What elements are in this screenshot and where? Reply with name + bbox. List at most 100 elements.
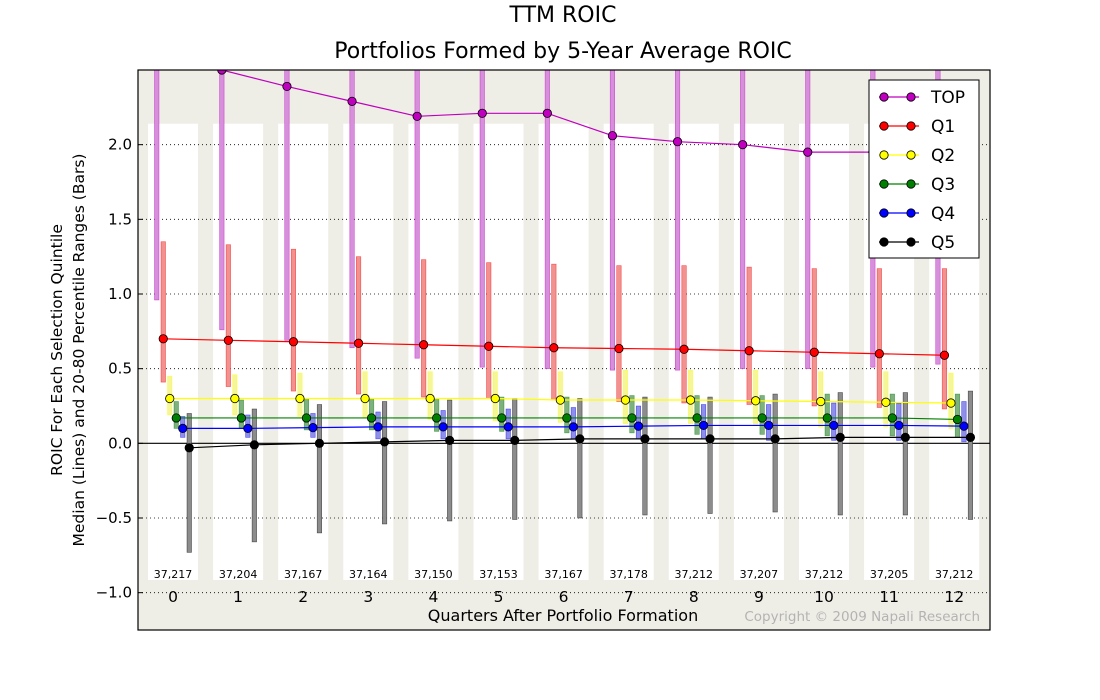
legend-marker-q5 [879,237,889,247]
median-point-q4 [438,422,448,432]
percentile-bar-q5 [577,398,583,519]
percentile-bar-q1 [160,241,166,383]
median-point-q3 [366,413,377,423]
median-point-q2 [360,393,370,404]
median-point-q3 [627,413,637,423]
median-point-q4 [308,423,318,433]
median-point-q3 [301,413,312,423]
percentile-bar-top [805,69,811,369]
median-point-top [477,108,487,118]
median-point-q1 [614,343,624,354]
median-point-q2 [230,393,240,404]
median-point-top [347,96,357,106]
y-tick-label: −0.5 [96,509,132,527]
count-label: 37,212 [805,568,844,581]
median-point-q1 [288,337,299,347]
percentile-bar-top [349,69,355,349]
median-point-q4 [373,422,383,432]
percentile-bar-top [674,69,681,371]
median-point-q1 [223,335,233,345]
plot-border [137,69,991,631]
median-point-top [282,81,292,92]
legend-label-q2: Q2 [931,146,955,166]
legend-marker-top [879,92,889,102]
median-point-q5 [575,434,585,444]
median-point-q3 [562,413,572,423]
median-points [158,70,976,453]
count-label: 37,167 [284,568,323,581]
median-point-q4 [243,423,253,433]
median-point-q2 [881,397,891,407]
median-point-q3 [952,414,963,425]
x-tick-label: 10 [814,588,834,606]
x-tick-label: 6 [559,588,569,606]
median-point-q2 [751,396,761,406]
median-point-q5 [314,438,325,448]
median-point-q5 [379,437,390,447]
median-point-q4 [568,422,578,432]
median-point-q3 [692,413,702,423]
legend-marker-q3 [879,179,889,189]
legend-label-q4: Q4 [931,204,955,224]
chart-subtitle: Portfolios Formed by 5-Year Average ROIC [334,39,792,64]
plot-frame [137,69,991,631]
median-point-top [607,131,618,141]
legend-marker-q5 [906,237,916,247]
percentile-bar-q1 [551,263,557,401]
count-label: 37,167 [544,568,583,581]
median-point-q3 [822,413,832,423]
median-point-q4 [959,421,969,431]
y-tick-label: 1.5 [108,210,132,228]
x-tick-label: 9 [754,588,764,606]
percentile-bar-q1 [486,262,492,399]
percentile-bar-top [609,69,616,371]
legend: TOP Q1 Q2 Q3 Q4 Q5 [868,79,980,259]
median-point-q3 [432,413,442,423]
median-point-q1 [679,344,689,354]
percentile-bar-q5 [186,413,192,553]
percentile-bar-q1 [746,266,752,405]
median-point-q2 [685,395,696,405]
median-point-q5 [184,443,194,453]
percentile-bar-q5 [447,399,453,522]
median-point-top [803,147,813,157]
copyright-text: Copyright © 2009 Napali Research [744,609,980,625]
median-point-q1 [744,346,754,356]
y-axis-ticks: −1.0 −0.5 0.0 0.5 1.0 1.5 2.0 [96,136,143,602]
median-point-top [738,140,748,150]
legend-label-q5: Q5 [931,233,955,253]
x-tick-label: 2 [298,588,308,606]
percentile-bar-q5 [967,390,974,520]
median-point-q2 [946,398,956,408]
x-axis-ticks: 0 1 2 3 4 5 6 7 8 9 10 11 12 [168,588,964,606]
median-point-q1 [484,341,494,351]
median-point-q2 [425,393,435,404]
count-label: 37,217 [154,568,193,581]
legend-marker-q2 [906,150,916,160]
percentile-bar-q1 [941,268,948,410]
median-point-q1 [158,334,168,344]
count-label: 37,178 [609,568,648,581]
plot-background [138,70,990,630]
percentile-bar-top [740,69,746,369]
y-axis-label-line2: Median (Lines) and 20-80 Percentile Rang… [70,154,88,547]
median-point-q3 [171,413,181,423]
count-label: 37,212 [675,568,714,581]
x-tick-label: 11 [879,588,899,606]
percentile-bar-q5 [642,396,648,516]
percentile-bar-q5 [251,408,257,543]
median-point-q4 [178,423,188,433]
median-point-q5 [640,434,650,444]
median-point-q3 [887,413,897,423]
median-point-q2 [555,395,565,405]
median-point-top [412,111,422,121]
legend-marker-top [906,92,916,102]
x-axis-label: Quarters After Portfolio Formation [428,606,698,625]
percentile-bar-q1 [290,248,297,392]
percentile-bar-q1 [355,256,362,395]
y-tick-label: 2.0 [108,136,132,154]
median-point-q5 [510,435,520,445]
count-label: 37,207 [740,568,779,581]
percentile-bar-q1 [225,244,231,387]
